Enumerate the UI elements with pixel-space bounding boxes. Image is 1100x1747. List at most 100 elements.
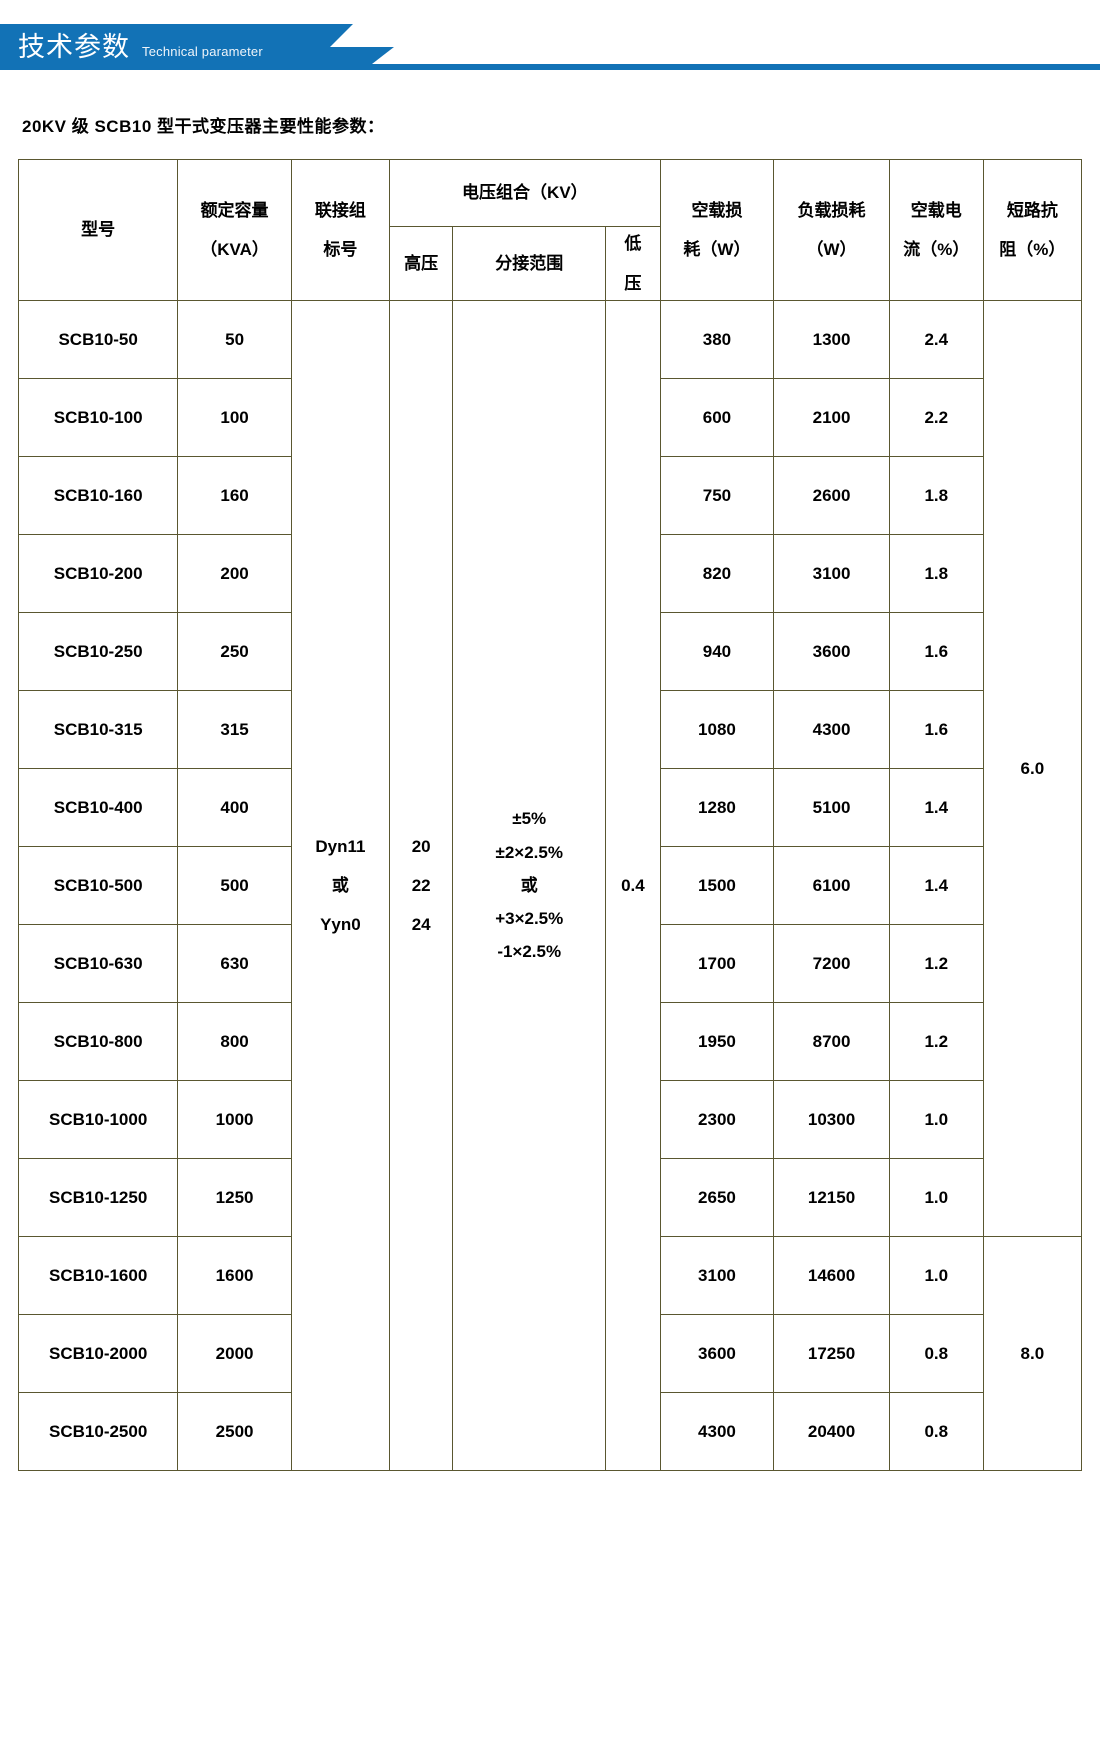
cell-load-loss: 17250 bbox=[773, 1314, 890, 1393]
cell-capacity: 315 bbox=[177, 690, 292, 769]
header-high-voltage: 高压 bbox=[389, 226, 454, 301]
cell-capacity: 800 bbox=[177, 1002, 292, 1081]
high-voltage-value-2: 22 bbox=[411, 875, 431, 895]
cell-load-loss: 8700 bbox=[773, 1002, 890, 1081]
tap-range-value-3: 或 bbox=[520, 875, 538, 895]
cell-no-load-current: 1.6 bbox=[888, 690, 984, 769]
header-load-loss-line1: 负载损耗 bbox=[797, 200, 866, 220]
cell-no-load-current: 1.2 bbox=[888, 1002, 984, 1081]
cell-capacity: 2000 bbox=[177, 1314, 292, 1393]
cell-no-load-current: 1.4 bbox=[888, 768, 984, 847]
table-row: SCB10-100 100 600 2100 2.2 bbox=[17, 378, 1082, 457]
cell-model: SCB10-200 bbox=[17, 534, 179, 613]
spec-table-container: 型号 额定容量 （KVA） 联接组 标号 电压组合（KV） 空载损 耗（W） 负… bbox=[17, 159, 1083, 1471]
table-row: SCB10-1250 1250 2650 12150 1.0 bbox=[17, 1158, 1082, 1237]
table-row: SCB10-630 630 1700 7200 1.2 bbox=[17, 924, 1082, 1003]
header-no-load-current-line2: 流（%） bbox=[903, 240, 970, 259]
header-low-voltage-line1: 低 bbox=[624, 234, 642, 254]
banner-title-cn: 技术参数 bbox=[18, 31, 130, 62]
header-spacer bbox=[180, 221, 288, 239]
cell-no-load-current: 1.0 bbox=[888, 1236, 984, 1315]
banner-bar: 技术参数 Technical parameter bbox=[0, 24, 330, 70]
cell-no-load-loss: 3100 bbox=[659, 1236, 775, 1315]
table-row: SCB10-2000 2000 3600 17250 0.8 bbox=[17, 1314, 1082, 1393]
cell-impedance-merged-2: 8.0 bbox=[982, 1236, 1083, 1471]
cell-low-voltage-merged: 0.4 bbox=[605, 300, 661, 1471]
banner-title-en: Technical parameter bbox=[142, 43, 263, 59]
header-no-load-loss-line1: 空载损 bbox=[691, 200, 743, 220]
cell-load-loss: 4300 bbox=[773, 690, 890, 769]
table-row: SCB10-50 50 Dyn11 或 Yyn0 20 22 24 ±5% ±2… bbox=[17, 300, 1083, 1471]
cell-model: SCB10-50 bbox=[17, 300, 179, 379]
cell-load-loss: 2600 bbox=[773, 456, 890, 535]
header-tap-range: 分接范围 bbox=[452, 226, 607, 301]
cell-model: SCB10-160 bbox=[17, 456, 179, 535]
cell-load-loss: 2100 bbox=[773, 378, 890, 457]
header-spacer bbox=[986, 221, 1079, 239]
cell-no-load-loss: 2650 bbox=[659, 1158, 775, 1237]
tap-range-value-4: +3×2.5% bbox=[495, 909, 564, 929]
header-spacer bbox=[776, 221, 887, 239]
cell-model: SCB10-315 bbox=[17, 690, 179, 769]
connection-group-value-2: 或 bbox=[331, 875, 349, 895]
header-voltage-combination: 电压组合（KV） bbox=[389, 159, 661, 227]
cell-no-load-current: 0.8 bbox=[888, 1392, 984, 1471]
cell-no-load-loss: 1080 bbox=[659, 690, 775, 769]
table-row: SCB10-315 315 1080 4300 1.6 bbox=[17, 690, 1082, 769]
connection-group-value-1: Dyn11 bbox=[315, 836, 366, 856]
cell-capacity: 250 bbox=[177, 612, 292, 691]
cell-no-load-current: 1.0 bbox=[888, 1158, 984, 1237]
header-short-circuit-impedance-line1: 短路抗 bbox=[1006, 200, 1058, 220]
cell-no-load-current: 1.4 bbox=[888, 846, 984, 925]
cell-model: SCB10-2500 bbox=[17, 1392, 179, 1471]
cell-model: SCB10-2000 bbox=[17, 1314, 179, 1393]
header-short-circuit-impedance-line2: 阻（%） bbox=[999, 240, 1066, 259]
cell-no-load-current: 1.6 bbox=[888, 612, 984, 691]
header-low-voltage: 低 压 bbox=[605, 226, 661, 301]
cell-tap-range-merged: ±5% ±2×2.5% 或 +3×2.5% -1×2.5% bbox=[452, 300, 607, 1471]
cell-capacity: 400 bbox=[177, 768, 292, 847]
table-row: SCB10-250 250 940 3600 1.6 bbox=[17, 612, 1082, 691]
header-no-load-current: 空载电 流（%） bbox=[888, 159, 984, 301]
cell-impedance-merged-1: 6.0 bbox=[982, 300, 1083, 1237]
cell-load-loss: 3100 bbox=[773, 534, 890, 613]
table-row: SCB10-800 800 1950 8700 1.2 bbox=[17, 1002, 1082, 1081]
header-model: 型号 bbox=[17, 159, 179, 301]
cell-load-loss: 6100 bbox=[773, 846, 890, 925]
cell-capacity: 2500 bbox=[177, 1392, 292, 1471]
cell-no-load-loss: 1280 bbox=[659, 768, 775, 847]
tap-range-value-5: -1×2.5% bbox=[497, 942, 562, 962]
cell-model: SCB10-100 bbox=[17, 378, 179, 457]
cell-capacity: 200 bbox=[177, 534, 292, 613]
header-connection-group: 联接组 标号 bbox=[290, 159, 391, 301]
cell-no-load-loss: 1950 bbox=[659, 1002, 775, 1081]
section-banner: 技术参数 Technical parameter bbox=[0, 24, 1100, 82]
cell-capacity: 500 bbox=[177, 846, 292, 925]
cell-no-load-current: 1.8 bbox=[888, 456, 984, 535]
header-load-loss: 负载损耗 （W） bbox=[773, 159, 890, 301]
cell-capacity: 630 bbox=[177, 924, 292, 1003]
cell-capacity: 1600 bbox=[177, 1236, 292, 1315]
table-row: SCB10-2500 2500 4300 20400 0.8 bbox=[17, 1392, 1082, 1471]
cell-model: SCB10-630 bbox=[17, 924, 179, 1003]
cell-no-load-loss: 750 bbox=[659, 456, 775, 535]
high-voltage-value-1: 20 bbox=[411, 836, 431, 856]
header-rated-capacity: 额定容量 （KVA） bbox=[177, 159, 292, 301]
cell-model: SCB10-400 bbox=[17, 768, 179, 847]
cell-no-load-loss: 2300 bbox=[659, 1080, 775, 1159]
cell-no-load-loss: 1500 bbox=[659, 846, 775, 925]
header-rated-capacity-line2: （KVA） bbox=[200, 240, 269, 259]
cell-load-loss: 10300 bbox=[773, 1080, 890, 1159]
header-spacer bbox=[892, 221, 981, 239]
header-spacer bbox=[294, 221, 387, 239]
cell-model: SCB10-1600 bbox=[17, 1236, 179, 1315]
cell-model: SCB10-250 bbox=[17, 612, 179, 691]
cell-load-loss: 12150 bbox=[773, 1158, 890, 1237]
cell-no-load-current: 0.8 bbox=[888, 1314, 984, 1393]
banner-notch-upper bbox=[330, 24, 353, 47]
cell-capacity: 160 bbox=[177, 456, 292, 535]
cell-no-load-current: 1.2 bbox=[888, 924, 984, 1003]
cell-no-load-current: 1.8 bbox=[888, 534, 984, 613]
spec-table: 型号 额定容量 （KVA） 联接组 标号 电压组合（KV） 空载损 耗（W） 负… bbox=[17, 159, 1083, 1471]
header-load-loss-line2: （W） bbox=[806, 240, 857, 259]
